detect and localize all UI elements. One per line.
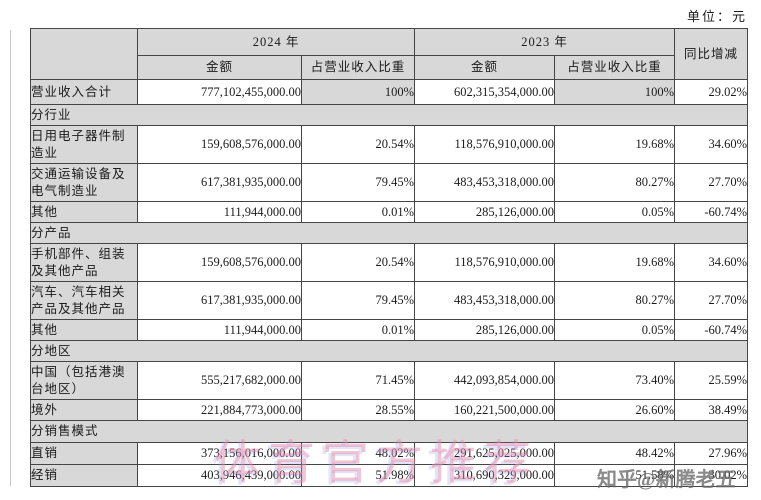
yoy-change: 34.60% <box>674 243 749 282</box>
yoy-change: 25.59% <box>674 361 749 400</box>
share-2023: 80.27% <box>554 281 676 320</box>
share-2023: 80.27% <box>554 163 676 202</box>
share-2024: 79.45% <box>300 163 416 202</box>
section-label: 分地区 <box>29 340 749 362</box>
row-label: 境外 <box>30 399 138 421</box>
row-label: 经销 <box>30 464 138 487</box>
share-2024: 71.45% <box>300 361 416 400</box>
share-2024: 20.54% <box>300 125 416 164</box>
table-row-product-other: 其他 111,944,000.00 0.01% 285,126,000.00 0… <box>30 319 749 341</box>
table-row-distribution-sales: 经销 403,946,439,000.00 51.98% 310,690,329… <box>30 464 749 487</box>
section-row-by-product: 分产品 <box>29 222 749 244</box>
table-row-industry-other: 其他 111,944,000.00 0.01% 285,126,000.00 0… <box>30 201 749 223</box>
header-share-2024: 占营业收入比重 <box>300 55 416 80</box>
amount-2023: 285,126,000.00 <box>414 201 556 223</box>
amount-2023: 118,576,910,000.00 <box>414 243 556 282</box>
section-row-by-sales-model: 分销售模式 <box>29 420 749 443</box>
yoy-change: 30.02% <box>674 464 749 487</box>
header-share-2023: 占营业收入比重 <box>554 55 676 80</box>
table-row-china: 中国（包括港澳台地区） 555,217,682,000.00 71.45% 44… <box>30 361 749 400</box>
share-2023: 100% <box>554 79 676 105</box>
row-label: 交通运输设备及电气制造业 <box>30 163 138 202</box>
share-2023: 48.42% <box>554 442 676 465</box>
amount-2024: 159,608,576,000.00 <box>137 125 302 164</box>
row-label: 日用电子器件制造业 <box>30 125 138 164</box>
amount-2024: 221,884,773,000.00 <box>137 399 302 421</box>
row-label: 营业收入合计 <box>30 79 138 105</box>
table-row-overseas: 境外 221,884,773,000.00 28.55% 160,221,500… <box>30 399 749 421</box>
header-amount-2023: 金额 <box>414 55 556 80</box>
section-row-by-region: 分地区 <box>29 340 749 362</box>
share-2024: 100% <box>300 79 416 105</box>
yoy-change: 29.02% <box>674 79 749 105</box>
scan-edge-line <box>10 30 11 486</box>
amount-2023: 291,625,025,000.00 <box>414 442 556 465</box>
yoy-change: 34.60% <box>674 125 749 164</box>
table-row-total-revenue: 营业收入合计 777,102,455,000.00 100% 602,315,3… <box>30 79 749 105</box>
amount-2023: 285,126,000.00 <box>414 319 556 341</box>
amount-2024: 617,381,935,000.00 <box>137 281 302 320</box>
yoy-change: -60.74% <box>674 201 749 223</box>
header-row-measures: 金额 占营业收入比重 金额 占营业收入比重 <box>31 55 748 80</box>
share-2024: 79.45% <box>300 281 416 320</box>
table-row-transport-equipment: 交通运输设备及电气制造业 617,381,935,000.00 79.45% 4… <box>30 163 749 202</box>
yoy-change: 27.70% <box>674 281 749 320</box>
amount-2023: 602,315,354,000.00 <box>414 79 556 105</box>
share-2024: 20.54% <box>300 243 416 282</box>
share-2024: 51.98% <box>300 464 416 487</box>
row-label: 直销 <box>30 442 138 465</box>
share-2024: 28.55% <box>300 399 416 421</box>
amount-2024: 555,217,682,000.00 <box>137 361 302 400</box>
yoy-change: 38.49% <box>674 399 749 421</box>
section-label: 分产品 <box>29 222 749 244</box>
table-row-consumer-electronics: 日用电子器件制造业 159,608,576,000.00 20.54% 118,… <box>30 125 749 164</box>
yoy-change: -60.74% <box>674 319 749 341</box>
row-label: 其他 <box>30 319 138 341</box>
header-row-years: 2024 年 2023 年 同比增减 <box>30 28 749 80</box>
row-label: 中国（包括港澳台地区） <box>30 361 138 400</box>
header-amount-2024: 金额 <box>137 55 302 80</box>
share-2023: 19.68% <box>554 125 676 164</box>
share-2023: 26.60% <box>554 399 676 421</box>
share-2023: 73.40% <box>554 361 676 400</box>
header-year-2024: 2024 年 <box>136 28 416 56</box>
header-yoy: 同比增减 <box>674 28 749 80</box>
amount-2023: 160,221,500,000.00 <box>414 399 556 421</box>
share-2023: 19.68% <box>554 243 676 282</box>
amount-2023: 483,453,318,000.00 <box>414 281 556 320</box>
section-row-by-industry: 分行业 <box>29 104 749 126</box>
share-2024: 0.01% <box>300 201 416 223</box>
amount-2024: 373,156,016,000.00 <box>137 442 302 465</box>
section-label: 分销售模式 <box>29 420 749 443</box>
amount-2023: 310,690,329,000.00 <box>414 464 556 487</box>
row-label: 手机部件、组装及其他产品 <box>30 243 138 282</box>
amount-2023: 483,453,318,000.00 <box>414 163 556 202</box>
amount-2024: 159,608,576,000.00 <box>137 243 302 282</box>
amount-2024: 617,381,935,000.00 <box>137 163 302 202</box>
share-2023: 0.05% <box>554 201 676 223</box>
revenue-breakdown-table: 2024 年 2023 年 同比增减 金额 占营业收入比重 金额 占营业收入比重… <box>29 28 749 487</box>
table-row-phone-parts: 手机部件、组装及其他产品 159,608,576,000.00 20.54% 1… <box>30 243 749 282</box>
share-2023: 51.58% <box>554 464 676 487</box>
amount-2024: 111,944,000.00 <box>137 201 302 223</box>
amount-2024: 777,102,455,000.00 <box>137 79 302 105</box>
share-2023: 0.05% <box>554 319 676 341</box>
row-label: 汽车、汽车相关产品及其他产品 <box>30 281 138 320</box>
amount-2024: 403,946,439,000.00 <box>137 464 302 487</box>
table-row-direct-sales: 直销 373,156,016,000.00 48.02% 291,625,025… <box>30 442 749 465</box>
yoy-change: 27.70% <box>674 163 749 202</box>
amount-2023: 118,576,910,000.00 <box>414 125 556 164</box>
section-label: 分行业 <box>29 104 749 126</box>
amount-2023: 442,093,854,000.00 <box>414 361 556 400</box>
table-row-automobile-products: 汽车、汽车相关产品及其他产品 617,381,935,000.00 79.45%… <box>30 281 749 320</box>
row-label: 其他 <box>30 201 138 223</box>
yoy-change: 27.96% <box>674 442 749 465</box>
unit-label: 单位：元 <box>686 9 747 24</box>
share-2024: 48.02% <box>300 442 416 465</box>
amount-2024: 111,944,000.00 <box>137 319 302 341</box>
header-year-2023: 2023 年 <box>414 28 676 56</box>
header-blank-cell <box>30 28 138 80</box>
share-2024: 0.01% <box>300 319 416 341</box>
